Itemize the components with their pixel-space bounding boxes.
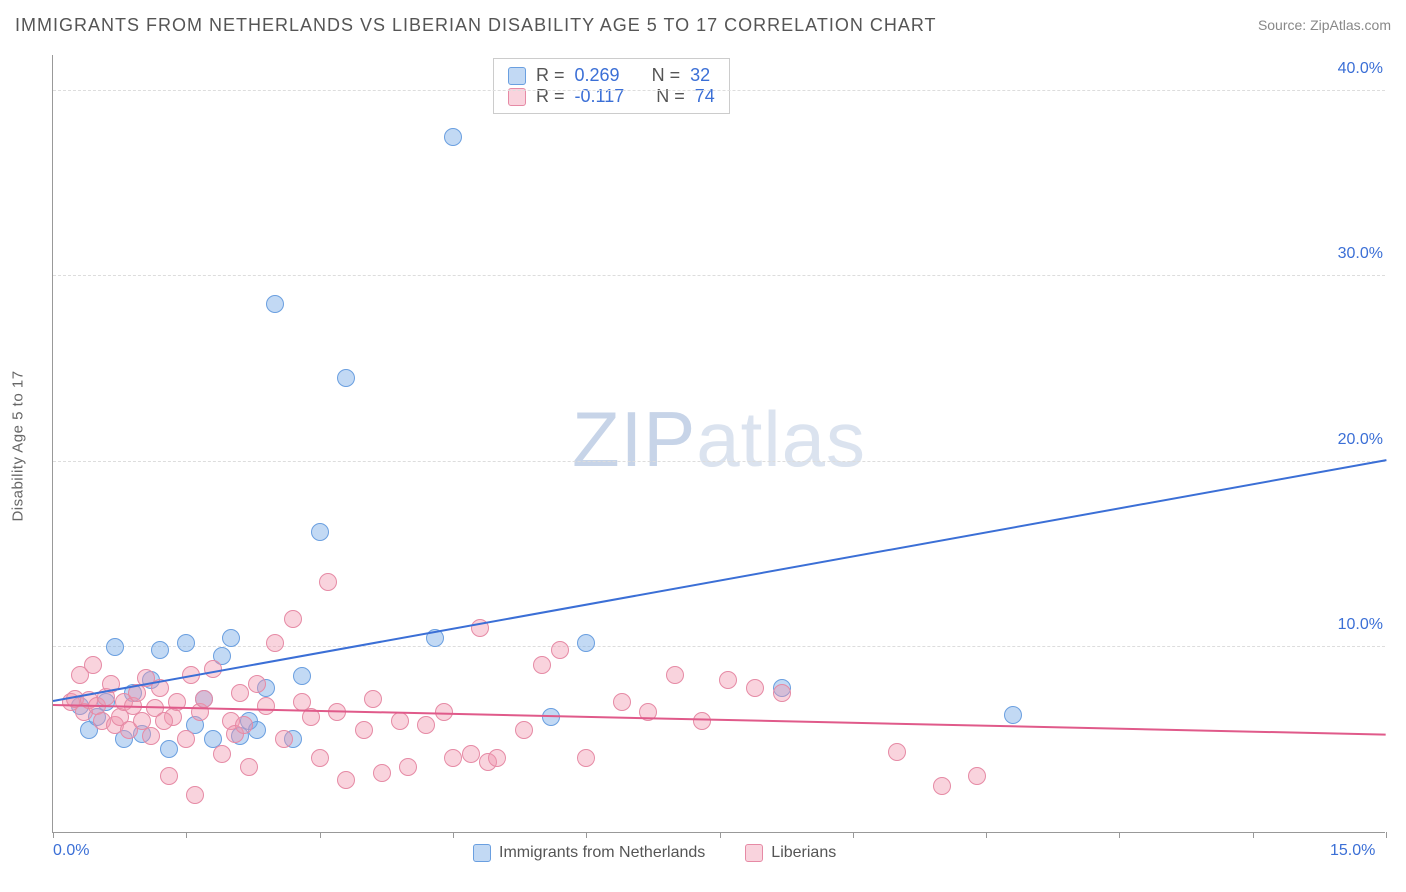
point-liberians (444, 749, 462, 767)
x-tick (720, 832, 721, 838)
point-liberians (213, 745, 231, 763)
stats-r-value: 0.269 (575, 65, 620, 86)
point-liberians (551, 641, 569, 659)
source: Source: ZipAtlas.com (1258, 17, 1391, 35)
point-netherlands (1004, 706, 1022, 724)
stats-n-label: N = (652, 65, 681, 86)
point-netherlands (177, 634, 195, 652)
point-liberians (719, 671, 737, 689)
y-tick-label: 20.0% (1334, 429, 1387, 451)
point-liberians (160, 767, 178, 785)
point-liberians (773, 684, 791, 702)
point-liberians (177, 730, 195, 748)
point-liberians (84, 656, 102, 674)
point-liberians (155, 712, 173, 730)
point-liberians (364, 690, 382, 708)
watermark-part1: ZIP (572, 394, 696, 482)
point-liberians (933, 777, 951, 795)
point-netherlands (222, 629, 240, 647)
gridline (53, 646, 1385, 647)
y-tick-label: 30.0% (1334, 243, 1387, 265)
x-tick (320, 832, 321, 838)
point-liberians (240, 758, 258, 776)
point-liberians (195, 690, 213, 708)
x-tick (453, 832, 454, 838)
stats-n-value: 32 (690, 65, 710, 86)
legend-label: Liberians (771, 844, 836, 862)
bottom-legend: Immigrants from Netherlands Liberians (473, 844, 836, 862)
point-liberians (257, 697, 275, 715)
x-tick-label: 0.0% (53, 842, 89, 860)
trend-line-netherlands (53, 460, 1386, 703)
point-liberians (284, 610, 302, 628)
point-netherlands (266, 295, 284, 313)
point-liberians (186, 786, 204, 804)
stats-box: R =0.269N =32R =-0.117N =74 (493, 58, 730, 114)
point-liberians (888, 743, 906, 761)
x-tick-label: 15.0% (1330, 842, 1375, 860)
point-netherlands (577, 634, 595, 652)
point-liberians (488, 749, 506, 767)
x-tick (186, 832, 187, 838)
x-tick (53, 832, 54, 838)
point-netherlands (444, 128, 462, 146)
point-liberians (275, 730, 293, 748)
source-value: ZipAtlas.com (1310, 17, 1391, 33)
x-tick (1386, 832, 1387, 838)
x-tick (586, 832, 587, 838)
point-liberians (613, 693, 631, 711)
point-netherlands (151, 641, 169, 659)
legend-swatch (473, 844, 491, 862)
point-liberians (266, 634, 284, 652)
legend-item: Immigrants from Netherlands (473, 844, 705, 862)
point-liberians (693, 712, 711, 730)
point-liberians (231, 684, 249, 702)
legend-swatch (745, 844, 763, 862)
y-axis-label: Disability Age 5 to 17 (10, 370, 27, 521)
point-netherlands (311, 523, 329, 541)
point-liberians (533, 656, 551, 674)
point-netherlands (106, 638, 124, 656)
gridline (53, 275, 1385, 276)
y-tick-label: 10.0% (1334, 614, 1387, 636)
point-liberians (399, 758, 417, 776)
point-liberians (968, 767, 986, 785)
y-tick-label: 40.0% (1334, 58, 1387, 80)
scatter-plot: ZIPatlas R =0.269N =32R =-0.117N =74 Imm… (52, 55, 1385, 833)
stats-r-label: R = (536, 65, 565, 86)
point-netherlands (293, 667, 311, 685)
gridline (53, 461, 1385, 462)
chart-title: IMMIGRANTS FROM NETHERLANDS VS LIBERIAN … (15, 15, 937, 36)
point-liberians (391, 712, 409, 730)
point-netherlands (160, 740, 178, 758)
point-liberians (462, 745, 480, 763)
point-liberians (577, 749, 595, 767)
legend-item: Liberians (745, 844, 836, 862)
x-tick (1119, 832, 1120, 838)
point-netherlands (337, 369, 355, 387)
point-liberians (417, 716, 435, 734)
point-liberians (666, 666, 684, 684)
point-liberians (746, 679, 764, 697)
point-liberians (235, 716, 253, 734)
stats-swatch (508, 67, 526, 85)
x-tick (853, 832, 854, 838)
x-tick (1253, 832, 1254, 838)
point-liberians (337, 771, 355, 789)
point-liberians (248, 675, 266, 693)
point-liberians (142, 727, 160, 745)
x-tick (986, 832, 987, 838)
legend-label: Immigrants from Netherlands (499, 844, 705, 862)
stats-row: R = 0.269 N = 32 (508, 65, 715, 86)
point-liberians (373, 764, 391, 782)
watermark: ZIPatlas (572, 393, 866, 484)
point-liberians (319, 573, 337, 591)
gridline (53, 90, 1385, 91)
point-liberians (515, 721, 533, 739)
point-liberians (355, 721, 373, 739)
point-liberians (311, 749, 329, 767)
source-label: Source: (1258, 17, 1310, 33)
watermark-part2: atlas (696, 394, 866, 482)
